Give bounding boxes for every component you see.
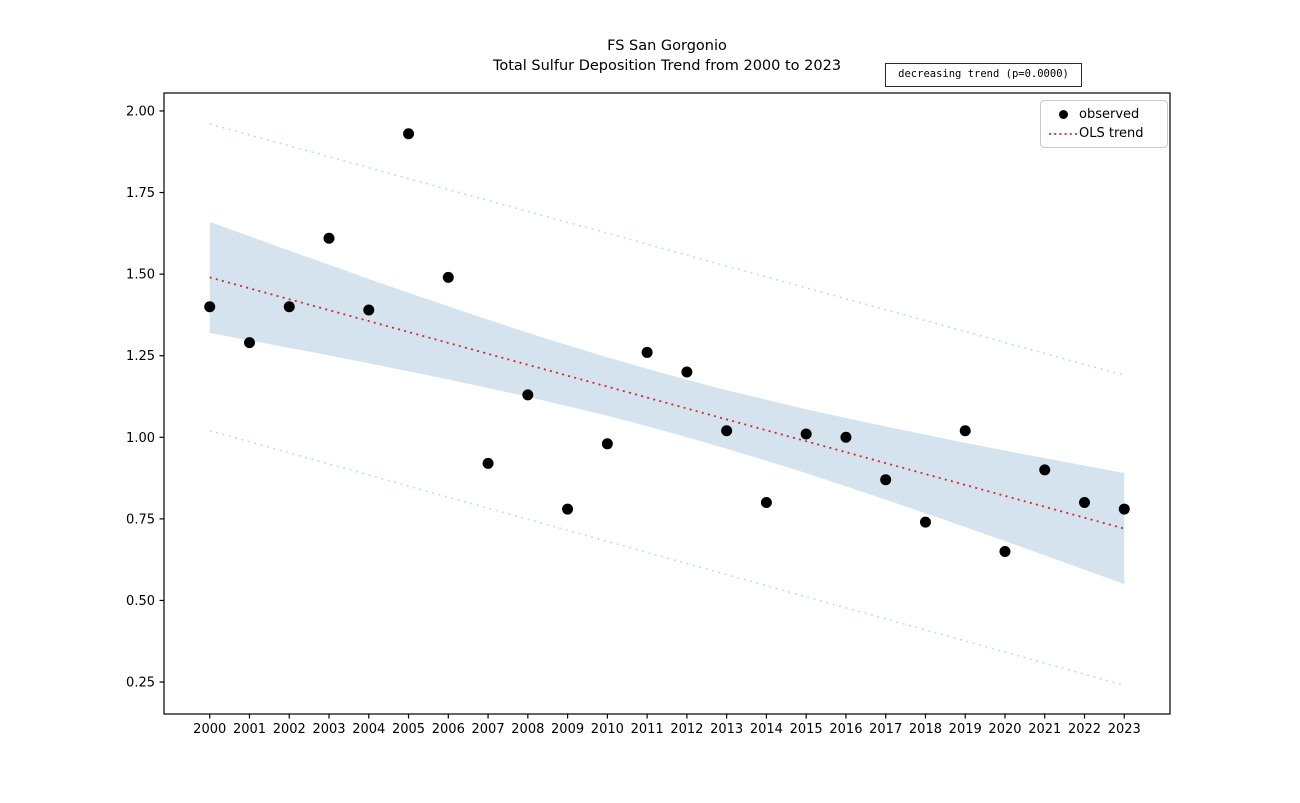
axes-frame [163, 92, 1171, 715]
data-point-2007 [482, 457, 494, 469]
x-tick-label: 2023 [1108, 722, 1141, 737]
data-point-2005 [403, 128, 415, 140]
y-tick-label: 1.75 [126, 186, 155, 201]
data-point-2018 [919, 516, 931, 528]
x-tick-label: 2011 [631, 722, 664, 737]
data-point-2012 [681, 366, 693, 378]
y-tick-label: 1.00 [126, 431, 155, 446]
x-tick-label: 2001 [233, 722, 266, 737]
x-tick-label: 2002 [273, 722, 306, 737]
x-tick-label: 2000 [193, 722, 226, 737]
y-tick-label: 2.00 [126, 104, 155, 119]
legend-item-ols-trend: OLS trend [1047, 124, 1159, 143]
x-tick-label: 2010 [591, 722, 624, 737]
data-point-2010 [601, 438, 613, 450]
dot-icon [1058, 110, 1068, 119]
data-point-2013 [721, 425, 733, 437]
ols-trend-marker-icon [1047, 132, 1079, 136]
data-point-2003 [323, 232, 335, 244]
data-point-2008 [522, 389, 534, 401]
data-point-2017 [880, 474, 892, 486]
data-point-2022 [1079, 497, 1091, 509]
x-tick-label: 2007 [472, 722, 505, 737]
chart-title: FS San Gorgonio [607, 38, 727, 54]
x-tick-label: 2013 [710, 722, 743, 737]
x-tick-label: 2006 [432, 722, 465, 737]
data-point-2009 [562, 503, 574, 515]
data-point-2002 [283, 301, 295, 313]
x-tick-label: 2004 [352, 722, 385, 737]
y-tick-label: 0.75 [126, 512, 155, 527]
chart-title-block: FS San Gorgonio Total Sulfur Deposition … [164, 36, 1170, 76]
data-point-2023 [1118, 503, 1130, 515]
trend-annotation-box: decreasing trend (p=0.0000) [885, 63, 1082, 87]
data-point-2011 [641, 346, 653, 358]
y-tick-label: 0.25 [126, 676, 155, 691]
x-tick-label: 2003 [312, 722, 345, 737]
legend-label-ols-trend: OLS trend [1079, 126, 1144, 141]
data-point-2000 [204, 301, 216, 313]
ols-trend-line [209, 276, 1125, 530]
data-point-2016 [840, 431, 852, 443]
data-point-2015 [800, 428, 812, 440]
legend-label-observed: observed [1079, 107, 1140, 122]
data-point-2014 [760, 497, 772, 509]
data-point-2019 [959, 425, 971, 437]
x-tick-label: 2015 [790, 722, 823, 737]
data-point-2001 [243, 337, 255, 349]
x-tick-label: 2018 [909, 722, 942, 737]
x-tick-label: 2014 [750, 722, 783, 737]
x-tick-label: 2012 [670, 722, 703, 737]
y-tick-label: 0.50 [126, 594, 155, 609]
data-point-2004 [363, 304, 375, 316]
x-tick-label: 2005 [392, 722, 425, 737]
x-tick-label: 2016 [829, 722, 862, 737]
y-tick-label: 1.25 [126, 349, 155, 364]
y-tick-label: 1.50 [126, 268, 155, 283]
data-point-2006 [442, 271, 454, 283]
x-tick-label: 2022 [1068, 722, 1101, 737]
chart-subtitle: Total Sulfur Deposition Trend from 2000 … [492, 58, 842, 74]
legend: observed OLS trend [1040, 100, 1168, 148]
x-tick-label: 2020 [988, 722, 1021, 737]
x-tick-label: 2021 [1028, 722, 1061, 737]
x-tick-label: 2008 [511, 722, 544, 737]
dotted-line-icon [1049, 132, 1077, 135]
x-tick-label: 2019 [949, 722, 982, 737]
legend-item-observed: observed [1047, 105, 1159, 124]
data-point-2021 [1039, 464, 1051, 476]
x-tick-label: 2017 [869, 722, 902, 737]
x-tick-label: 2009 [551, 722, 584, 737]
data-point-2020 [999, 545, 1011, 557]
observed-marker-icon [1047, 110, 1079, 119]
